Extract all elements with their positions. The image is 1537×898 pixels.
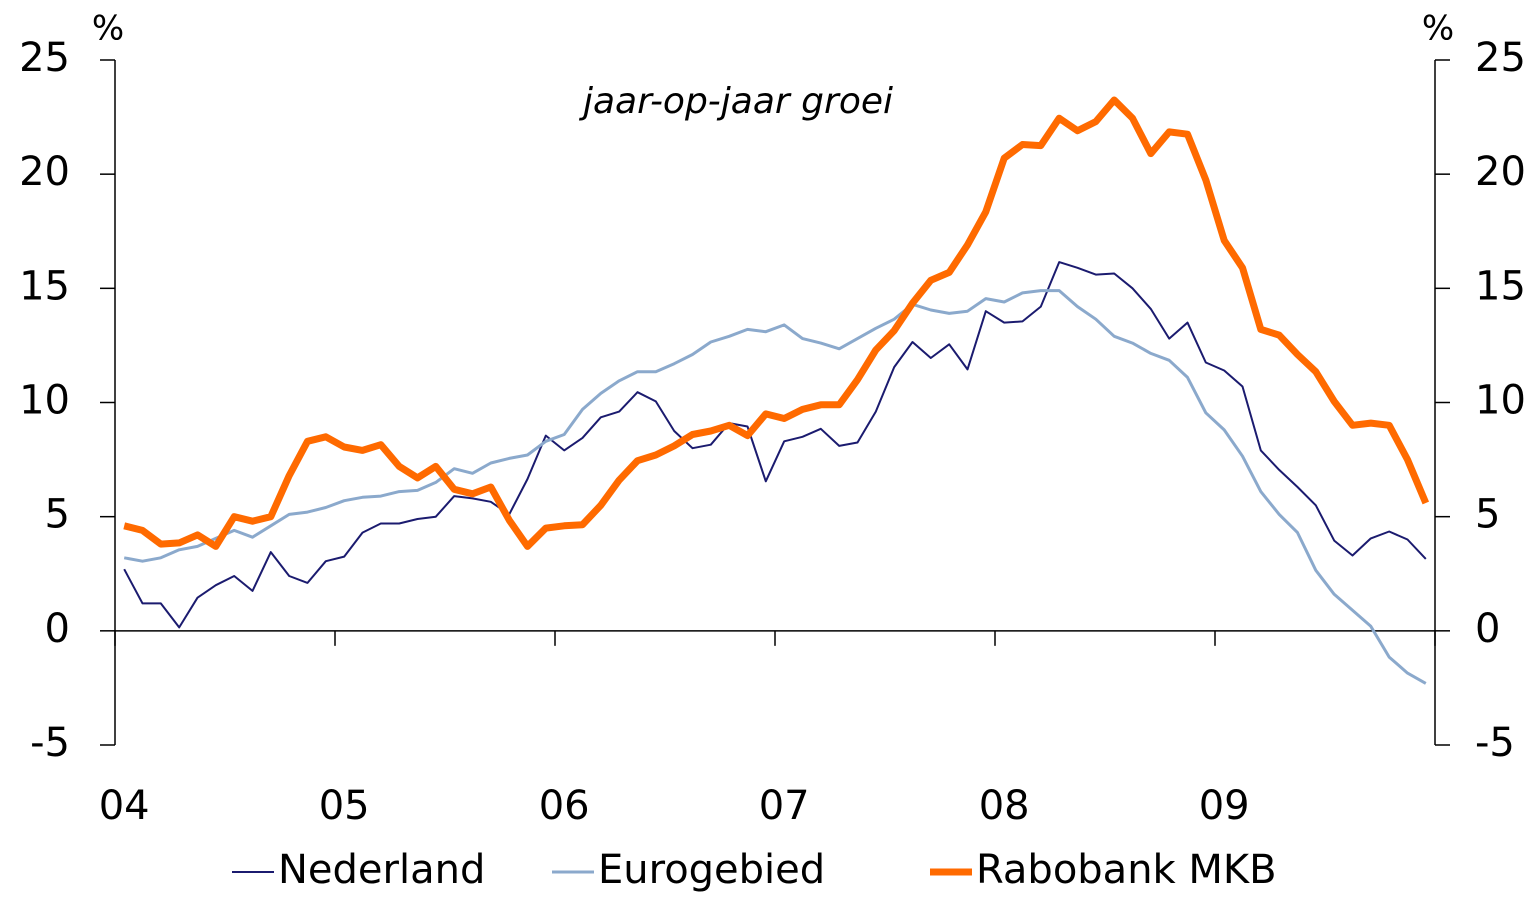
y-axis-label: % (92, 9, 124, 49)
y2-tick-label: 20 (1475, 149, 1526, 195)
y2-tick-label: 0 (1475, 606, 1500, 652)
series-line (123, 261, 1427, 629)
x-tick-label: 07 (759, 783, 810, 829)
x-tick-label: 05 (319, 783, 370, 829)
y-tick-label: 20 (19, 149, 70, 195)
y2-tick-label: 10 (1475, 378, 1526, 424)
x-tick-label: 08 (979, 783, 1030, 829)
legend-label: Nederland (278, 847, 485, 893)
y2-tick-label: 25 (1475, 35, 1526, 81)
series-line (123, 96, 1430, 550)
x-tick-label: 09 (1199, 783, 1250, 829)
annotation: jaar-op-jaar groei (578, 81, 893, 122)
y2-tick-label: 15 (1475, 263, 1526, 309)
y2-axis-label: % (1422, 9, 1454, 49)
y-tick-label: 15 (19, 263, 70, 309)
y2-tick-label: 5 (1475, 492, 1500, 538)
y-tick-label: 10 (19, 378, 70, 424)
x-tick-label: 04 (99, 783, 150, 829)
y-tick-label: -5 (30, 720, 70, 766)
y-tick-label: 0 (45, 606, 70, 652)
series-line (123, 289, 1427, 685)
x-tick-label: 06 (539, 783, 590, 829)
legend-label: Rabobank MKB (976, 847, 1277, 893)
y-tick-label: 25 (19, 35, 70, 81)
legend-label: Eurogebied (598, 847, 825, 893)
y-tick-label: 5 (45, 492, 70, 538)
y2-tick-label: -5 (1475, 720, 1515, 766)
